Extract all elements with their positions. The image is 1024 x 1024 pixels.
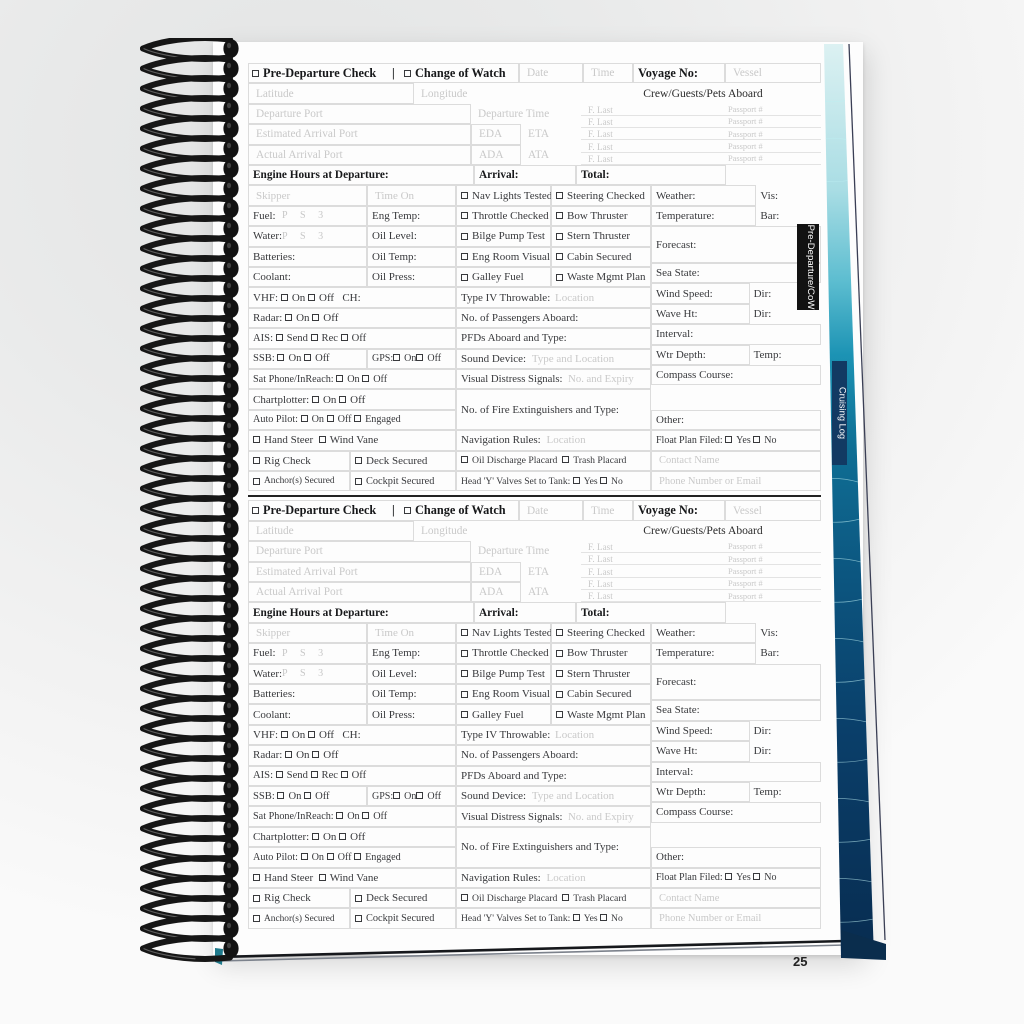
- svg-text:Cruising Log: Cruising Log: [838, 387, 848, 439]
- svg-text:Pre-Departure/CoW: Pre-Departure/CoW: [805, 225, 816, 311]
